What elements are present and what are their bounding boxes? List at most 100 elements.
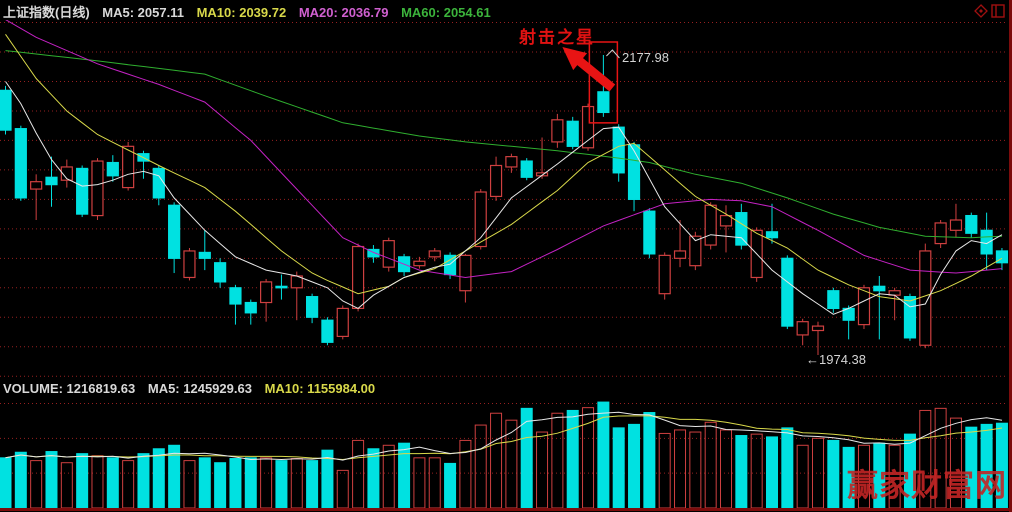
volume-ma10-value: MA10: 1155984.00 [264, 381, 376, 396]
volume-bar [520, 407, 533, 509]
candle [198, 251, 211, 259]
volume-bar [91, 455, 104, 509]
candle [658, 254, 671, 295]
candle [60, 166, 73, 181]
candle [919, 250, 932, 346]
ma-line [5, 81, 1003, 315]
high-pointer-line [606, 49, 620, 59]
volume-bar [152, 448, 165, 509]
candle [413, 260, 426, 267]
volume-bar [750, 433, 763, 509]
candle [45, 176, 58, 186]
volume-bar [643, 412, 656, 509]
annotation-arrow [562, 47, 616, 92]
candle [428, 250, 441, 258]
candle [122, 145, 135, 189]
candle [351, 245, 365, 310]
diamond-icon[interactable] [974, 4, 988, 18]
candle [566, 120, 579, 147]
volume-bar [582, 407, 595, 509]
volume-bar [720, 429, 733, 509]
symbol-title: 上证指数(日线) [3, 5, 90, 20]
candle [459, 254, 472, 292]
restore-window-icon[interactable] [991, 4, 1005, 18]
volume-bar [674, 429, 687, 509]
volume-bar [106, 457, 119, 509]
ma60-value: MA60: 2054.61 [401, 5, 491, 20]
volume-bar [704, 421, 717, 509]
volume-bar [689, 431, 702, 509]
candle [0, 89, 12, 131]
candle [995, 250, 1009, 264]
volume-bar [260, 457, 273, 509]
volume-bar [183, 460, 196, 509]
shooting-star-box [588, 41, 619, 124]
volume-ma5-value: MA5: 1245929.63 [147, 381, 252, 396]
ma10-value: MA10: 2039.72 [196, 5, 287, 20]
ma-line [5, 415, 1003, 461]
candle [689, 235, 702, 267]
volume-bar [367, 448, 380, 509]
ma-line [5, 20, 1003, 279]
candle [367, 248, 380, 258]
volume-bar [628, 423, 641, 509]
volume-bar [428, 457, 441, 509]
ma20-value: MA20: 2036.79 [298, 5, 389, 20]
volume-bar [214, 462, 227, 509]
candle [76, 167, 89, 215]
candle [214, 262, 227, 283]
volume-bar [336, 469, 349, 509]
candle [260, 281, 273, 304]
volume-bar [566, 409, 579, 509]
volume-bar [275, 460, 288, 509]
candle [903, 296, 917, 339]
candle [183, 250, 196, 279]
volume-bar [14, 451, 27, 509]
candle [873, 285, 886, 292]
candle [735, 212, 748, 246]
volume-bar [0, 457, 12, 509]
shooting-star-label: 射击之星 [519, 28, 595, 47]
candle [244, 301, 257, 314]
volume-bar [137, 453, 150, 509]
candle [765, 231, 779, 239]
candle [520, 160, 533, 178]
candle [719, 214, 733, 227]
volume-bar [45, 451, 58, 509]
ma-line [5, 411, 1003, 461]
main-chart-header: 上证指数(日线) MA5: 2057.11 MA10: 2039.72 MA20… [3, 2, 500, 21]
volume-bar [536, 431, 549, 509]
candle [597, 91, 610, 114]
volume-bar [766, 436, 778, 509]
volume-bar [398, 442, 411, 509]
volume-bar [413, 457, 426, 509]
low-price-label: ←1974.38 [806, 352, 866, 367]
volume-bar [811, 437, 824, 509]
site-watermark: 赢家财富网 [847, 468, 1007, 504]
candle [152, 167, 165, 199]
volume-header: VOLUME: 1216819.63 MA5: 1245929.63 MA10:… [3, 381, 384, 396]
volume-bar [198, 457, 211, 509]
candle [306, 296, 319, 318]
volume-bar [658, 432, 671, 509]
volume-bar [597, 401, 610, 509]
volume-bar [444, 462, 457, 509]
volume-value: VOLUME: 1216819.63 [3, 381, 136, 396]
volume-bar [76, 453, 89, 509]
volume-bar [306, 460, 319, 509]
volume-bar [781, 427, 794, 509]
volume-bar [551, 412, 564, 509]
volume-bar [505, 419, 518, 509]
volume-bar [290, 458, 303, 509]
ma-line [5, 50, 1003, 239]
candle [581, 105, 595, 149]
candle [91, 160, 104, 217]
volume-bar [352, 439, 365, 509]
candle [796, 321, 809, 336]
candle [934, 222, 947, 245]
high-price-label: 2177.98 [622, 50, 669, 65]
volume-bar [60, 462, 73, 509]
volume-bar [459, 439, 472, 509]
